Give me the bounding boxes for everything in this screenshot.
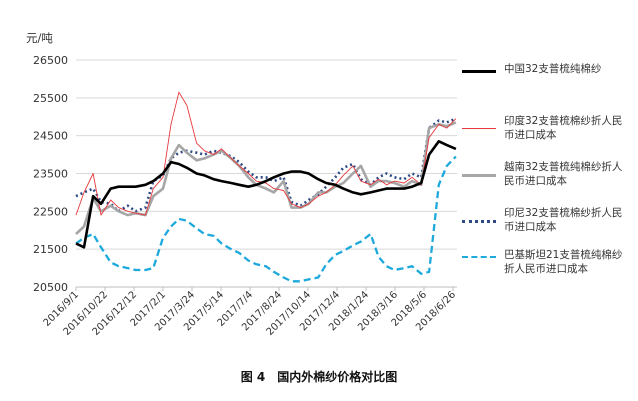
line-pakistan [75, 155, 457, 283]
legend-item-india: 印度32支普梳棉纱折人民币进口成本 [462, 114, 634, 160]
y-tick-label: 21500 [33, 243, 68, 256]
legend-swatch-indonesia [462, 220, 496, 223]
legend-label-india: 印度32支普梳棉纱折人民币进口成本 [504, 115, 623, 141]
legend-item-pakistan: 巴基斯坦21支普梳纯棉纱折人民币进口成本 [462, 248, 634, 294]
line-china [75, 140, 457, 249]
y-tick-label: 26500 [33, 54, 68, 67]
legend-item-china: 中国32支普梳纯棉纱 [462, 62, 634, 114]
figure-caption: 图 4 国内外棉纱价格对比图 [240, 370, 398, 384]
legend-swatch-china [462, 70, 496, 73]
series-lines [75, 91, 457, 283]
line-indonesia [75, 117, 457, 213]
y-tick-label: 20500 [33, 281, 68, 294]
gridlines [76, 59, 457, 288]
legend-item-vietnam: 越南32支普梳纯棉纱折人民币进口成本 [462, 160, 634, 206]
line-india [75, 91, 457, 216]
legend-label-indonesia: 印尼32支普梳棉纱折人民币进口成本 [504, 207, 623, 233]
y-axis-unit-label: 元/吨 [26, 31, 53, 45]
y-axis: 20500 21500 22500 23500 24500 25500 26500 [33, 54, 68, 294]
legend-item-indonesia: 印尼32支普梳棉纱折人民币进口成本 [462, 206, 634, 248]
x-axis: 2016/9/12016/10/222016/12/122017/2/12017… [42, 286, 458, 338]
y-tick-label: 24500 [33, 130, 68, 143]
y-tick-label: 23500 [33, 168, 68, 181]
y-tick-label: 22500 [33, 205, 68, 218]
legend: 中国32支普梳纯棉纱 印度32支普梳棉纱折人民币进口成本 越南32支普梳纯棉纱折… [462, 62, 634, 294]
y-tick-label: 25500 [33, 92, 68, 105]
legend-label-vietnam: 越南32支普梳纯棉纱折人民币进口成本 [504, 161, 623, 187]
legend-label-china: 中国32支普梳纯棉纱 [504, 63, 602, 75]
legend-swatch-vietnam [462, 174, 496, 177]
legend-label-pakistan: 巴基斯坦21支普梳纯棉纱折人民币进口成本 [504, 249, 623, 275]
legend-swatch-pakistan [462, 256, 496, 258]
legend-swatch-india [462, 128, 496, 129]
